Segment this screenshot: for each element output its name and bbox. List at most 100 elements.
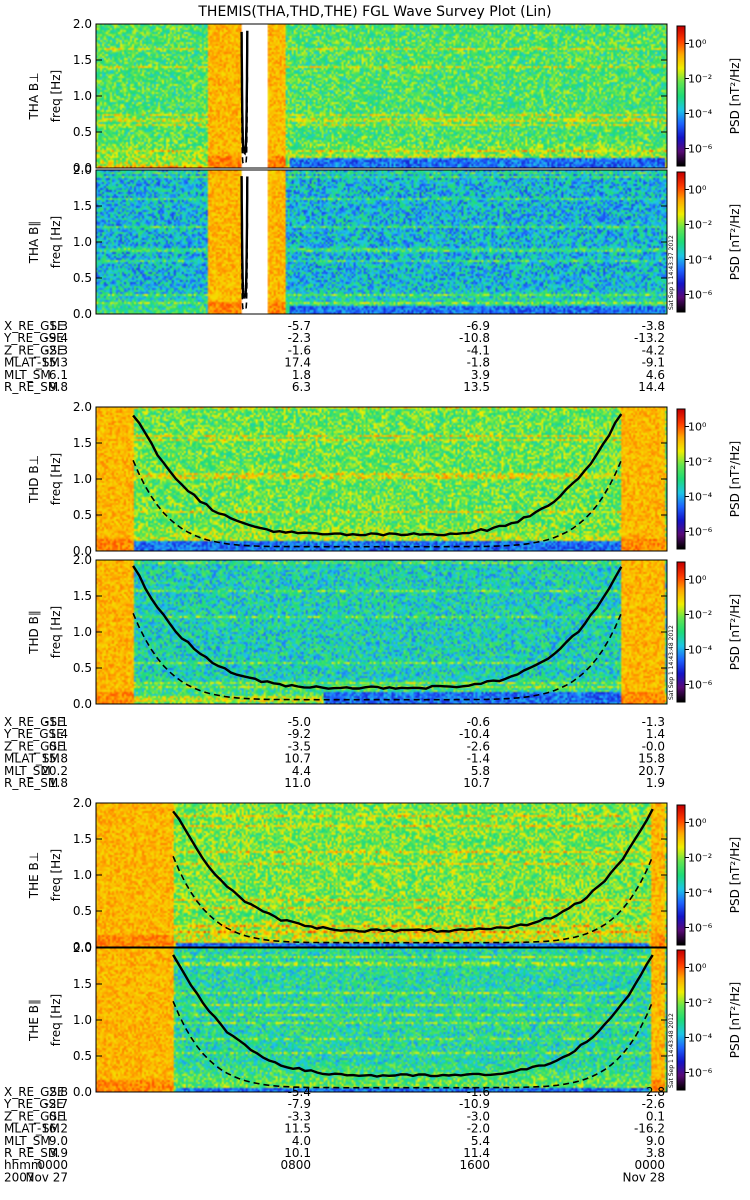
y-tick-label: 1.5: [73, 589, 92, 603]
generation-stamp: Sat Sep 1 14:43:37 2012: [668, 235, 675, 310]
date-value: Nov 27: [25, 1170, 68, 1184]
y-axis-label: freq [Hz]: [49, 216, 63, 268]
y-tick-label: 2.0: [73, 941, 92, 955]
ephemeris-label: Z_RE_GSE: [4, 739, 65, 753]
ephemeris-value: 10.1: [284, 1146, 311, 1160]
y-tick-label: 2.0: [73, 400, 92, 414]
ephemeris-value: 10.7: [463, 776, 490, 790]
ephemeris-value: -2.0: [467, 1122, 490, 1136]
colorbar-tick-label: 10⁻⁴: [688, 491, 713, 504]
ephemeris-label: X_RE_GSE: [4, 715, 65, 729]
frequency-curves: [172, 954, 654, 1089]
colorbar-tick-label: 10⁰: [688, 574, 707, 587]
colorbar-tick-label: 10⁻²: [688, 73, 712, 86]
ephemeris-label: Y_RE_GSE: [3, 727, 64, 741]
y-tick-label: 0.0: [73, 544, 92, 558]
ephemeris-value: 4.6: [646, 368, 665, 382]
ephemeris-value: 0000: [634, 1158, 665, 1172]
colorbar-tick-label: 10⁻⁶: [688, 143, 713, 156]
colorbar-tick-label: 10⁰: [688, 184, 707, 197]
colorbar-tick-label: 10⁻⁶: [688, 922, 713, 935]
y-tick-label: 0.5: [73, 508, 92, 522]
ephemeris-value: 9.0: [646, 1134, 665, 1148]
spectrogram-image: [96, 948, 667, 1092]
ephemeris-value: 20.7: [638, 764, 665, 778]
y-tick-label: 0.5: [73, 1049, 92, 1063]
colorbar-tick-label: 10⁻⁴: [688, 254, 713, 267]
colorbar-tick-label: 10⁻⁶: [688, 679, 713, 692]
y-tick-label: 1.0: [73, 472, 92, 486]
ephemeris-value: -6.9: [467, 319, 490, 333]
panel-label: THE B∥: [27, 999, 41, 1042]
spectrogram-panel: 0.0 0.5 1.0 1.5 2.0 freq [Hz] THA B∥ 10⁰ 10⁻² 10⁻…: [27, 163, 742, 321]
ephemeris-label: X_RE_GSE: [4, 1085, 65, 1099]
y-axis-label: freq [Hz]: [49, 849, 63, 901]
colorbar-tick-label: 10⁻⁶: [688, 289, 713, 302]
y-tick-label: 1.0: [73, 89, 92, 103]
ephemeris-value: -3.8: [642, 319, 665, 333]
ephemeris-value: 2.8: [646, 1085, 665, 1099]
y-tick-label: 1.5: [73, 53, 92, 67]
frequency-curves: [132, 565, 623, 701]
ephemeris-value: -16.2: [634, 1122, 665, 1136]
ephemeris-value: -5.7: [288, 319, 311, 333]
ephemeris-label: Z_RE_GSE: [4, 343, 65, 357]
spectrogram-image: [96, 407, 667, 551]
y-axis-label: freq [Hz]: [49, 453, 63, 505]
y-axis-label: freq [Hz]: [49, 994, 63, 1046]
ephemeris-value: -2.3: [288, 331, 311, 345]
colorbar-tick-label: 10⁻⁶: [688, 526, 713, 539]
ephemeris-value: -4.2: [642, 343, 665, 357]
y-tick-label: 1.5: [73, 436, 92, 450]
colorbar: [677, 409, 685, 549]
ephemeris-label: Y_RE_GSE: [3, 331, 64, 345]
y-tick-label: 1.0: [73, 625, 92, 639]
colorbar-frame: [676, 25, 686, 167]
frequency-curves: [240, 30, 249, 165]
colorbar-tick-label: 10⁻⁴: [688, 644, 713, 657]
ephemeris-label: Z_RE_GSE: [4, 1109, 65, 1123]
ephemeris-value: -3.0: [467, 1109, 490, 1123]
spectrogram-panel: 0.0 0.5 1.0 1.5 2.0 freq [Hz] THD B∥ 10⁰ 10⁻² 10⁻…: [27, 553, 742, 711]
frequency-curves: [172, 808, 654, 944]
ephemeris-value: 3.9: [471, 368, 490, 382]
ephemeris-value: 3.9: [49, 1146, 68, 1160]
colorbar-label: PSD [nT²/Hz]: [728, 837, 742, 913]
colorbar-frame: [676, 408, 686, 550]
ephemeris-value: -2.3: [45, 343, 68, 357]
ephemeris-label: R_RE_SM: [4, 1146, 58, 1160]
ephemeris-value: 1600: [459, 1158, 490, 1172]
colorbar-tick-label: 10⁻⁴: [688, 108, 713, 121]
spectrogram-panel: 0.0 0.5 1.0 1.5 2.0 freq [Hz] THE B⊥ 10⁰ 10⁻² 10⁻…: [27, 796, 742, 954]
y-tick-label: 0.0: [73, 161, 92, 175]
ephemeris-value: 20.2: [41, 764, 68, 778]
y-tick-label: 0.0: [73, 940, 92, 954]
y-tick-label: 2.0: [73, 796, 92, 810]
ephemeris-value: -3.5: [288, 739, 311, 753]
ephemeris-value: -2.6: [467, 739, 490, 753]
ephemeris-label: Y_RE_GSE: [3, 1097, 64, 1111]
colorbar-tick-label: 10⁰: [688, 38, 707, 51]
ephemeris-value: -7.9: [288, 1097, 311, 1111]
colorbar-tick-label: 10⁻²: [688, 456, 712, 469]
ephemeris-value: 2.8: [49, 1085, 68, 1099]
spectrogram-image: [96, 24, 667, 168]
ephemeris-label: MLAT_SM: [4, 356, 60, 370]
ephemeris-value: 5.8: [471, 764, 490, 778]
ephemeris-value: 1.4: [49, 727, 68, 741]
ephemeris-value: 0.1: [49, 1109, 68, 1123]
y-tick-label: 0.5: [73, 125, 92, 139]
y-tick-label: 0.0: [73, 697, 92, 711]
ephemeris-label: MLT_SM: [4, 1134, 51, 1148]
spectrogram-panel: 0.0 0.5 1.0 1.5 2.0 freq [Hz] THD B⊥ 10⁰ 10⁻² 10⁻…: [27, 400, 742, 558]
spectrogram-image: [96, 803, 667, 947]
ephemeris-label: MLAT_SM: [4, 752, 60, 766]
colorbar-frame: [676, 171, 686, 313]
ephemeris-label: MLT_SM: [4, 368, 51, 382]
ephemeris-value: -5.0: [288, 715, 311, 729]
colorbar: [677, 805, 685, 945]
ephemeris-label: X_RE_GSE: [4, 319, 65, 333]
